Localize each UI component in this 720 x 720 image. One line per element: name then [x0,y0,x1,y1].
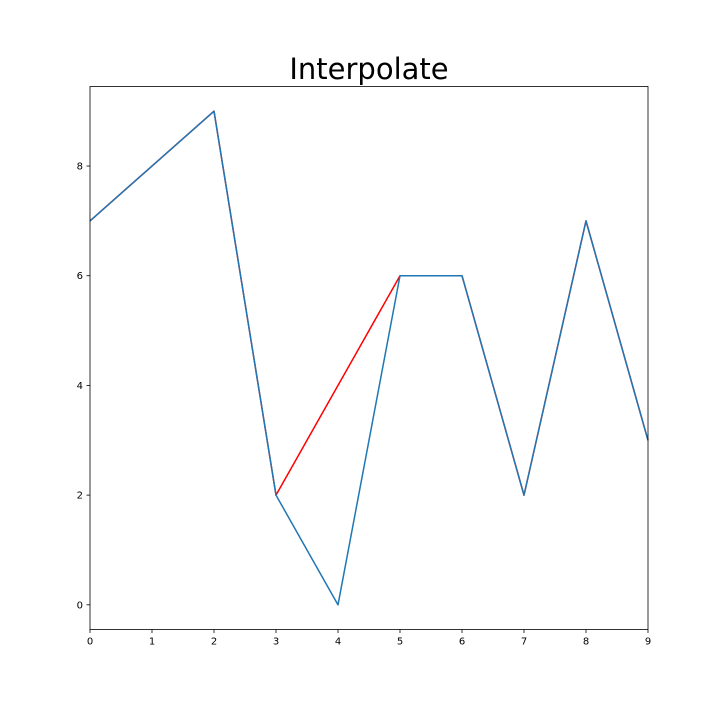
x-tick-label: 2 [211,637,217,648]
series-line-1 [89,110,649,606]
x-tick-label: 3 [273,637,279,648]
x-tick-label: 1 [149,637,155,648]
x-tick-label: 5 [397,637,403,648]
y-tick-label: 0 [77,600,83,611]
y-tick-label: 4 [77,381,83,392]
chart-title: Interpolate [289,52,448,86]
series-layer [89,110,649,606]
y-tick-label: 2 [77,491,83,502]
x-tick-label: 7 [521,637,527,648]
x-tick-label: 9 [645,637,651,648]
y-tick-label: 6 [77,271,83,282]
x-axis: 0 1 2 3 4 5 6 7 8 9 [87,629,651,648]
plot-frame [89,86,649,630]
x-tick-label: 6 [459,637,465,648]
y-axis: 0 2 4 6 8 [77,162,90,611]
y-tick-label: 8 [77,162,83,173]
x-tick-label: 8 [583,637,589,648]
x-tick-label: 4 [335,637,341,648]
x-tick-label: 0 [87,637,93,648]
